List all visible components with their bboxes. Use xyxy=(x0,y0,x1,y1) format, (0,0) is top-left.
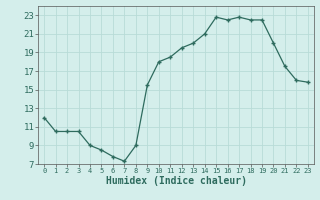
X-axis label: Humidex (Indice chaleur): Humidex (Indice chaleur) xyxy=(106,176,246,186)
